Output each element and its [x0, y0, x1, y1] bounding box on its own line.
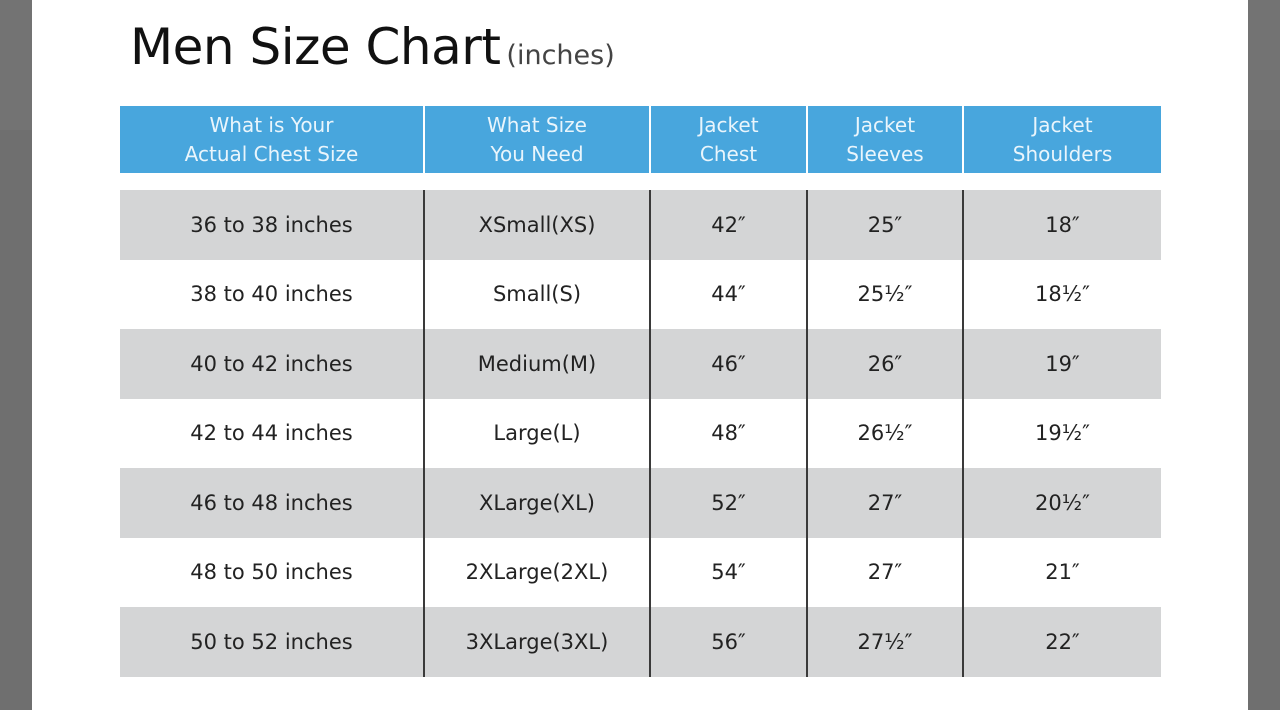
cell-jacket-chest: 56″: [651, 607, 808, 677]
table-row: 36 to 38 inches XSmall(XS) 42″ 25″ 18″: [120, 190, 1161, 260]
title-main: Men Size Chart: [130, 18, 501, 76]
lightbox-image: Men Size Chart (inches) What is Your Actu…: [32, 0, 1248, 710]
cell-jacket-shoulders: 22″: [1045, 629, 1080, 654]
cell-chest-size: 50 to 52 inches: [120, 607, 425, 677]
cell-size: Small(S): [425, 259, 651, 329]
cell-jacket-shoulders: 18″: [1045, 212, 1080, 237]
table-row: 38 to 40 inches Small(S) 44″ 25½″ 18½″: [120, 259, 1161, 329]
cell-chest-size: 40 to 42 inches: [120, 329, 425, 399]
table-row: 42 to 44 inches Large(L) 48″ 26½″ 19½″: [120, 398, 1161, 468]
table-row: 46 to 48 inches XLarge(XL) 52″ 27″ 20½″: [120, 468, 1161, 538]
table-body: 36 to 38 inches XSmall(XS) 42″ 25″ 18″ 38 to …: [120, 190, 1161, 677]
header-jacket-chest: Jacket Chest: [651, 106, 808, 173]
cell-size: XLarge(XL): [425, 468, 651, 538]
cell-jacket-shoulders: 19″: [1045, 351, 1080, 376]
table-row: 50 to 52 inches 3XLarge(3XL) 56″ 27½″ 22″: [120, 607, 1161, 677]
header-jacket-shoulders: Jacket Shoulders: [1012, 112, 1113, 166]
cell-jacket-chest: 54″: [651, 537, 808, 607]
title-unit: (inches): [506, 40, 615, 71]
cell-jacket-sleeves: 26½″: [808, 398, 964, 468]
header-jacket-sleeves: Jacket Sleeves: [808, 106, 964, 173]
cell-size: XSmall(XS): [425, 190, 651, 260]
cell-jacket-chest: 42″: [651, 190, 808, 260]
cell-jacket-chest: 44″: [651, 259, 808, 329]
chart-title: Men Size Chart (inches): [130, 18, 615, 76]
size-table: What is Your Actual Chest Size What Size …: [120, 106, 1161, 677]
cell-chest-size: 36 to 38 inches: [120, 190, 425, 260]
cell-jacket-chest: 52″: [651, 468, 808, 538]
cell-size: Medium(M): [425, 329, 651, 399]
cell-jacket-sleeves: 27″: [808, 537, 964, 607]
cell-jacket-shoulders: 21″: [1045, 560, 1080, 585]
cell-size: 3XLarge(3XL): [425, 607, 651, 677]
cell-chest-size: 38 to 40 inches: [120, 259, 425, 329]
header-chest-size: What is Your Actual Chest Size: [120, 106, 425, 173]
table-row: 40 to 42 inches Medium(M) 46″ 26″ 19″: [120, 329, 1161, 399]
cell-jacket-sleeves: 25″: [808, 190, 964, 260]
cell-jacket-chest: 46″: [651, 329, 808, 399]
cell-jacket-chest: 48″: [651, 398, 808, 468]
cell-jacket-sleeves: 25½″: [808, 259, 964, 329]
cell-chest-size: 46 to 48 inches: [120, 468, 425, 538]
table-header: What is Your Actual Chest Size What Size …: [120, 106, 1161, 173]
cell-jacket-shoulders: 20½″: [1035, 490, 1090, 515]
header-size: What Size You Need: [425, 106, 651, 173]
cell-jacket-sleeves: 26″: [808, 329, 964, 399]
cell-size: 2XLarge(2XL): [425, 537, 651, 607]
cell-size: Large(L): [425, 398, 651, 468]
table-row: 48 to 50 inches 2XLarge(2XL) 54″ 27″ 21″: [120, 537, 1161, 607]
cell-chest-size: 42 to 44 inches: [120, 398, 425, 468]
cell-jacket-sleeves: 27½″: [808, 607, 964, 677]
cell-jacket-shoulders: 19½″: [1035, 421, 1090, 446]
cell-jacket-sleeves: 27″: [808, 468, 964, 538]
cell-chest-size: 48 to 50 inches: [120, 537, 425, 607]
cell-jacket-shoulders: 18½″: [1035, 282, 1090, 307]
